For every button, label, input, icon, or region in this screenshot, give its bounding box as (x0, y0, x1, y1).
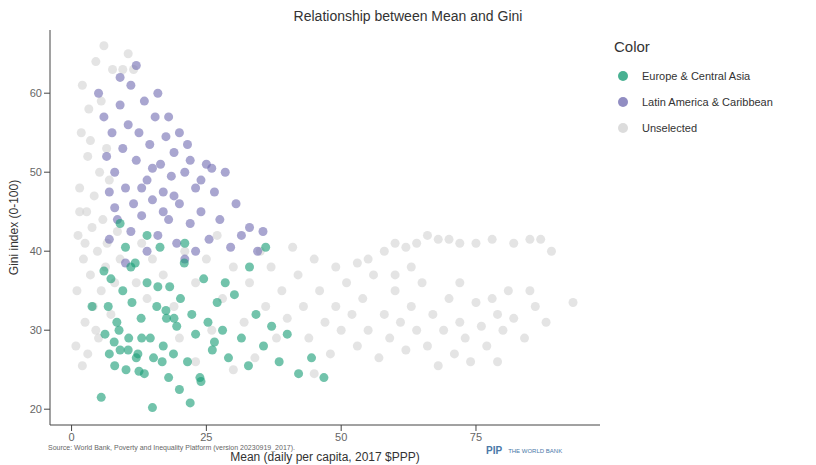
svg-text:25: 25 (200, 431, 212, 443)
html-text:Relationship between Mean and: Relationship between Mean and Gini (293, 8, 523, 24)
svg-text:40: 40 (30, 245, 42, 257)
svg-text:60: 60 (30, 87, 42, 99)
html-text:PIP: PIP (486, 445, 503, 456)
svg-text:Mean (daily per capita, 2017 $: Mean (daily per capita, 2017 $PPP) (230, 450, 419, 464)
svg-text:75: 75 (470, 431, 482, 443)
html-text:Latin America & Caribbean: Latin America & Caribbean (642, 96, 773, 108)
html-text:Unselected: Unselected (642, 122, 697, 134)
svg-text:50: 50 (335, 431, 347, 443)
svg-text:Gini index (0-100): Gini index (0-100) (8, 180, 21, 275)
html-text:THE WORLD BANK: THE WORLD BANK (508, 447, 563, 454)
html-text:Source: World Bank, Poverty an: Source: World Bank, Poverty and Inequali… (48, 444, 295, 451)
svg-text:20: 20 (30, 403, 42, 415)
svg-text:50: 50 (30, 166, 42, 178)
html-text:Color: Color (614, 38, 650, 55)
html-text:Europe & Central Asia: Europe & Central Asia (642, 70, 751, 82)
svg-text:0: 0 (69, 431, 75, 443)
svg-text:30: 30 (30, 324, 42, 336)
